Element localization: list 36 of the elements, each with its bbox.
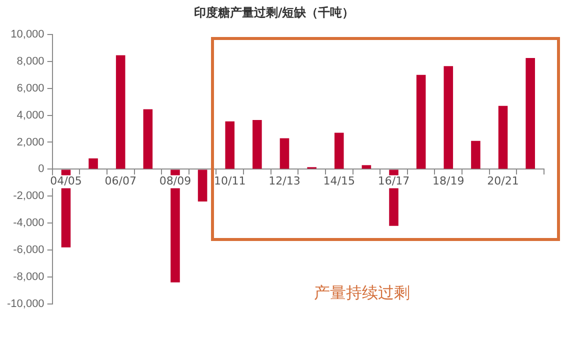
bar [225,121,235,169]
bar [444,66,454,169]
bar [116,55,126,169]
bar [334,132,344,169]
bar [416,74,426,169]
x-tick-label: 10/11 [214,174,246,188]
bar [526,58,535,169]
y-tick-label: 8,000 [16,55,44,68]
bar [252,120,262,169]
y-tick-label: 0 [38,163,44,176]
bar [471,140,480,169]
bar [362,165,372,169]
x-tick-label: 12/13 [268,174,300,188]
bar [498,106,508,169]
x-tick-label: 08/09 [159,174,192,188]
y-tick-label: -10,000 [6,298,44,310]
bar [198,170,208,202]
chart-title: 印度糖产量过剩/短缺（千吨） [194,5,354,20]
x-tick-label: 18/19 [432,174,464,188]
y-tick-label: 4,000 [16,109,44,122]
y-tick-label: -4,000 [13,217,44,230]
y-tick-label: -2,000 [13,190,44,202]
y-tick-label: -8,000 [13,271,44,284]
y-tick-label: -6,000 [13,244,44,256]
x-tick-label: 14/15 [323,174,355,188]
x-tick-label: 16/17 [378,174,410,188]
y-tick-label: 6,000 [16,82,44,94]
x-tick-label: 06/07 [104,174,136,188]
y-tick-label: 2,000 [16,136,44,148]
bar [280,138,290,169]
x-tick-label: 04/05 [50,174,82,188]
y-tick-label: 10,000 [10,28,44,40]
bar [88,158,98,169]
x-tick-label: 20/21 [487,174,519,188]
bar [143,109,153,169]
annotation: 产量持续过剩 [314,283,410,302]
